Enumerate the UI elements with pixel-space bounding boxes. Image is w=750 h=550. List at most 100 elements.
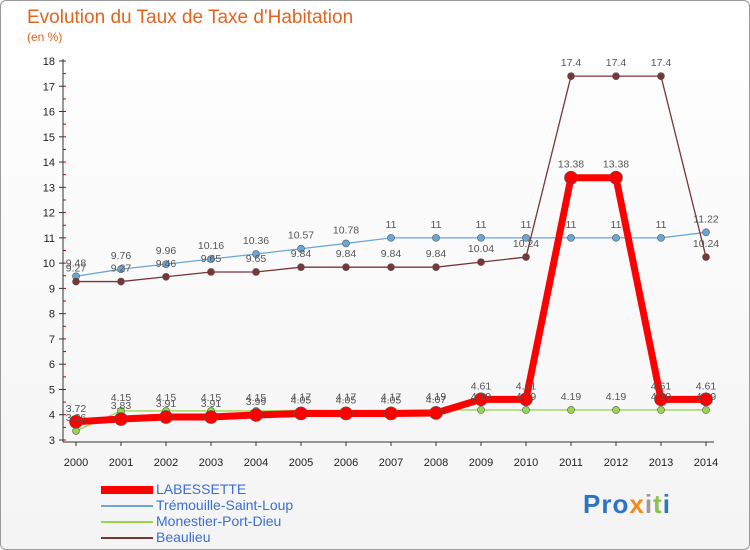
data-label: 9.48 <box>66 257 87 269</box>
data-label: 3.72 <box>66 403 87 415</box>
data-point <box>567 234 575 242</box>
data-label: 4.17 <box>336 391 357 403</box>
data-point <box>567 406 575 414</box>
data-label: 9.65 <box>201 253 222 265</box>
data-label: 10.78 <box>333 224 359 236</box>
data-label: 4.19 <box>471 391 492 403</box>
data-point <box>252 250 260 258</box>
data-label: 11 <box>611 219 622 231</box>
data-label: 11 <box>521 219 532 231</box>
data-point <box>654 392 668 407</box>
data-point <box>252 268 260 276</box>
data-point <box>477 406 485 414</box>
data-point <box>612 72 620 80</box>
y-tick-label: 10 <box>43 258 55 270</box>
data-point <box>477 234 485 242</box>
data-label: 9.84 <box>336 248 357 260</box>
y-tick-label: 18 <box>43 56 55 68</box>
data-label: 4.61 <box>651 380 672 392</box>
x-tick-label: 2006 <box>334 457 358 469</box>
data-point <box>522 253 530 261</box>
data-label: 9.96 <box>156 245 177 257</box>
y-tick-label: 3 <box>49 435 55 447</box>
data-point <box>477 258 485 266</box>
data-label: 9.76 <box>111 250 132 262</box>
data-point <box>162 260 170 268</box>
x-tick-label: 2014 <box>694 457 718 469</box>
data-point <box>522 406 530 414</box>
y-tick-label: 5 <box>49 384 55 396</box>
x-tick-label: 2005 <box>289 457 313 469</box>
y-tick-label: 14 <box>43 157 55 169</box>
data-point <box>342 239 350 248</box>
x-tick-label: 2012 <box>604 457 628 469</box>
x-tick-label: 2004 <box>244 457 268 469</box>
data-point <box>564 170 578 185</box>
y-tick-label: 8 <box>49 309 55 321</box>
data-point <box>612 234 620 242</box>
x-tick-label: 2009 <box>469 457 493 469</box>
data-point <box>429 406 443 420</box>
y-tick-label: 4 <box>49 410 55 422</box>
legend-label: Trémouille-Saint-Loup <box>156 497 293 513</box>
data-label: 3.83 <box>111 400 132 412</box>
x-tick-label: 2000 <box>64 457 88 469</box>
data-label: 3.91 <box>201 398 222 410</box>
data-label: 11.22 <box>693 213 719 225</box>
data-label: 4.61 <box>471 380 492 392</box>
data-point <box>609 170 623 185</box>
data-point <box>657 234 665 242</box>
data-label: 4.05 <box>381 394 402 406</box>
data-point <box>204 410 218 424</box>
data-label: 10.57 <box>288 230 314 242</box>
data-point <box>294 406 308 421</box>
y-tick-label: 17 <box>43 81 55 93</box>
y-tick-label: 9 <box>49 283 55 295</box>
data-label: 4.19 <box>696 391 717 403</box>
x-tick-label: 2008 <box>424 457 448 469</box>
y-tick-label: 11 <box>44 233 55 245</box>
data-point <box>612 406 620 414</box>
y-tick-label: 13 <box>43 182 55 194</box>
y-tick-label: 7 <box>49 334 55 346</box>
data-point <box>117 277 125 286</box>
data-label: 11 <box>566 219 577 231</box>
data-point <box>522 234 530 242</box>
data-point <box>567 72 575 80</box>
data-point <box>162 272 170 281</box>
data-point <box>432 234 440 242</box>
data-label: 4.61 <box>516 380 537 392</box>
data-label: 9.84 <box>426 248 447 260</box>
data-point <box>159 410 173 424</box>
x-tick-label: 2002 <box>154 457 178 469</box>
data-point <box>702 253 710 261</box>
data-label: 4.15 <box>156 392 177 404</box>
data-label: 10.16 <box>198 240 224 252</box>
chart-title: Evolution du Taux de Taxe d'Habitation <box>27 7 354 28</box>
data-label: 4.17 <box>381 391 402 403</box>
data-point <box>69 415 83 429</box>
data-label: 11 <box>656 219 667 231</box>
data-label: 13.38 <box>558 159 584 171</box>
data-point <box>114 412 128 426</box>
data-label: 17.4 <box>561 57 582 69</box>
data-label: 4.61 <box>696 380 717 392</box>
data-label: 17.4 <box>651 57 672 69</box>
data-point <box>519 392 533 407</box>
y-tick-label: 12 <box>43 208 55 220</box>
chart-subtitle: (en %) <box>27 30 63 44</box>
data-label: 9.84 <box>291 248 312 260</box>
data-point <box>384 406 398 421</box>
data-label: 4.19 <box>516 391 537 403</box>
data-point <box>249 408 263 422</box>
data-label: 3.99 <box>246 396 267 408</box>
x-tick-label: 2010 <box>514 457 538 469</box>
data-label: 13.38 <box>603 159 629 171</box>
data-point <box>207 268 215 276</box>
data-point <box>117 265 125 273</box>
legend-label: Beaulieu <box>156 529 211 545</box>
data-label: 9.46 <box>156 258 177 270</box>
data-point <box>702 406 710 414</box>
data-label: 9.84 <box>381 248 402 260</box>
